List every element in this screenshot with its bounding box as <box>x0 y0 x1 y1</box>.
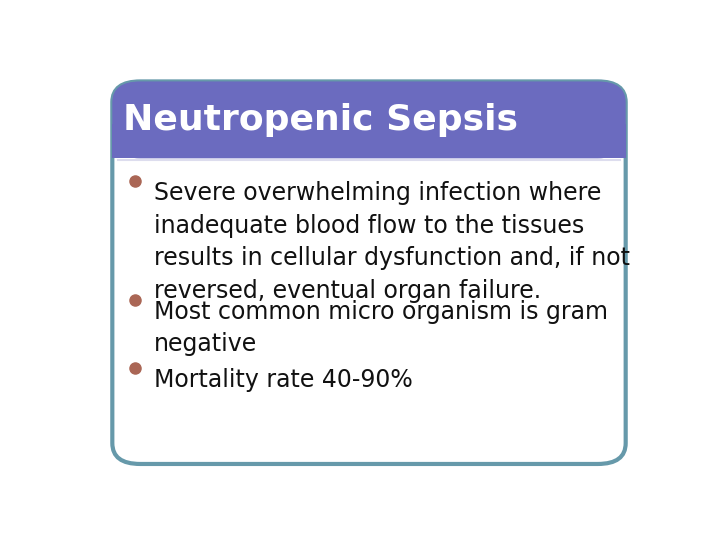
FancyBboxPatch shape <box>112 82 626 464</box>
Text: Neutropenic Sepsis: Neutropenic Sepsis <box>124 103 518 137</box>
Text: Severe overwhelming infection where
inadequate blood flow to the tissues
results: Severe overwhelming infection where inad… <box>154 181 630 303</box>
FancyBboxPatch shape <box>112 82 626 158</box>
Text: Mortality rate 40-90%: Mortality rate 40-90% <box>154 368 413 393</box>
Text: Most common micro organism is gram
negative: Most common micro organism is gram negat… <box>154 300 608 356</box>
FancyBboxPatch shape <box>112 124 626 158</box>
